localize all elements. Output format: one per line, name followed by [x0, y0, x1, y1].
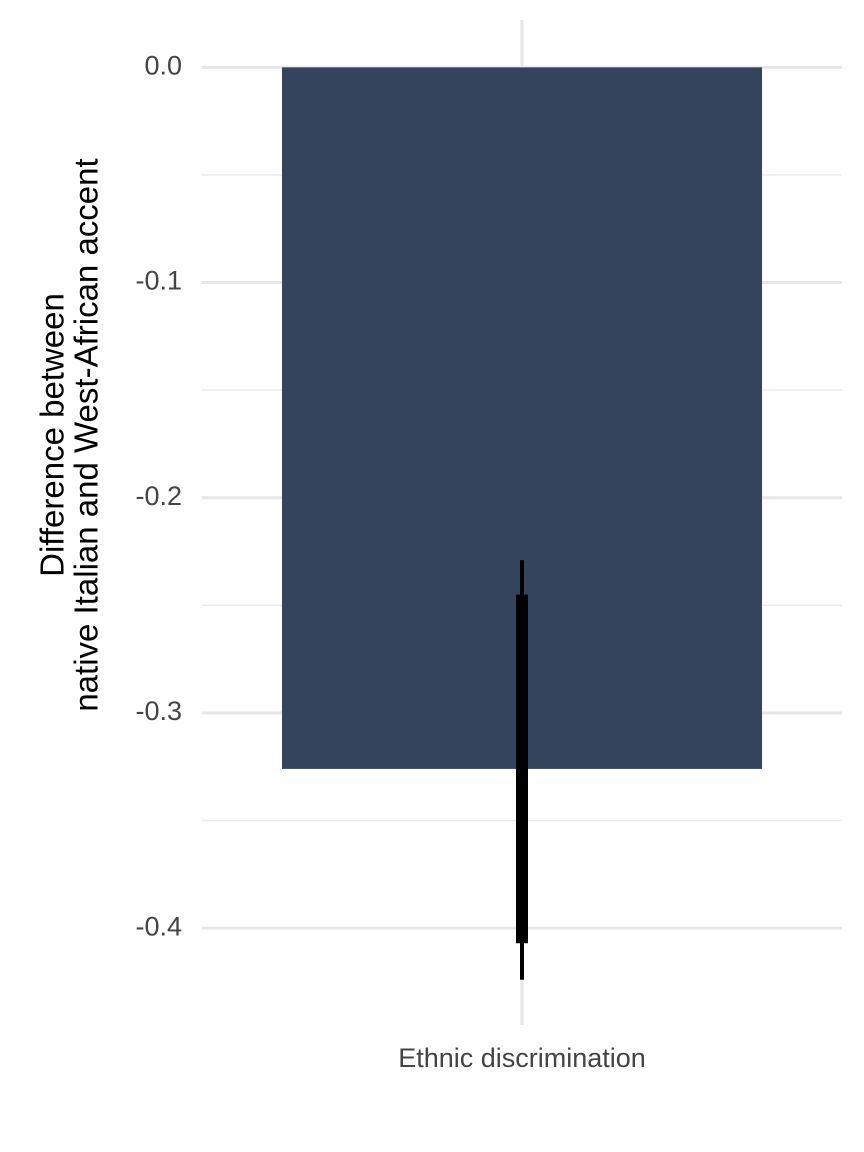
y-tick-label: -0.4: [135, 911, 182, 941]
x-tick-label: Ethnic discrimination: [398, 1043, 646, 1073]
y-tick-label: 0.0: [144, 50, 182, 80]
y-tick-label: -0.3: [135, 696, 182, 726]
marks: [282, 67, 762, 980]
y-axis-title-line: native Italian and West-African accent: [68, 158, 105, 711]
y-tick-label: -0.1: [135, 266, 182, 296]
y-tick-label: -0.2: [135, 481, 182, 511]
y-axis-title-line: Difference between: [34, 293, 71, 577]
